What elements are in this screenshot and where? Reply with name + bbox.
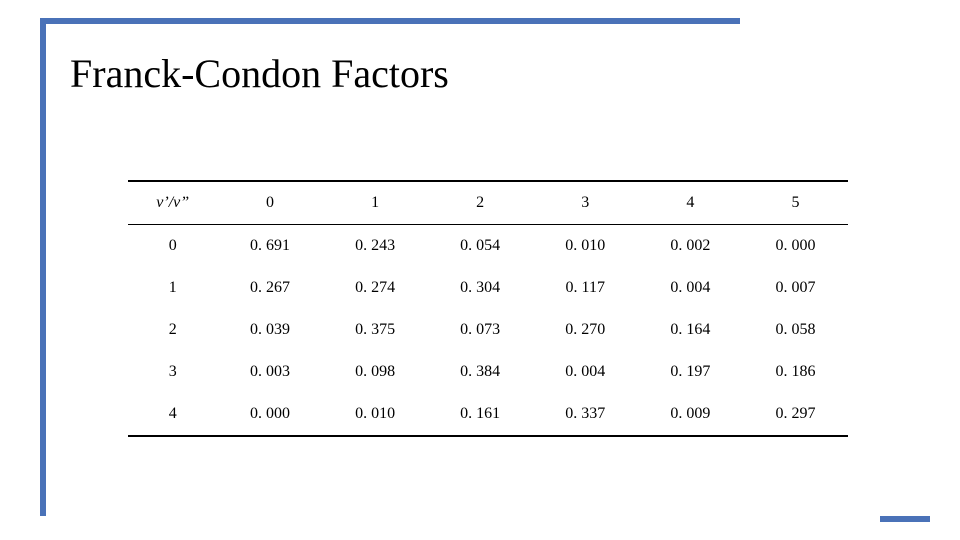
cell: 0. 002 — [638, 225, 743, 268]
cell: 0. 164 — [638, 309, 743, 351]
cell: 0. 186 — [743, 351, 848, 393]
cell: 0. 375 — [323, 309, 428, 351]
cell: 0. 098 — [323, 351, 428, 393]
cell: 0. 161 — [428, 393, 533, 436]
cell: 0. 384 — [428, 351, 533, 393]
row-header: 3 — [128, 351, 217, 393]
cell: 0. 004 — [533, 351, 638, 393]
cell: 0. 000 — [217, 393, 322, 436]
fc-table-container: v’/v” 0 1 2 3 4 5 0 0. 691 0. 243 0. 054… — [128, 180, 848, 437]
col-header: 0 — [217, 181, 322, 225]
cell: 0. 039 — [217, 309, 322, 351]
table-row: 4 0. 000 0. 010 0. 161 0. 337 0. 009 0. … — [128, 393, 848, 436]
slide-frame-bottom-stub — [880, 516, 930, 522]
col-header: 5 — [743, 181, 848, 225]
cell: 0. 197 — [638, 351, 743, 393]
cell: 0. 243 — [323, 225, 428, 268]
cell: 0. 297 — [743, 393, 848, 436]
cell: 0. 009 — [638, 393, 743, 436]
table-row: 1 0. 267 0. 274 0. 304 0. 117 0. 004 0. … — [128, 267, 848, 309]
table-row: 3 0. 003 0. 098 0. 384 0. 004 0. 197 0. … — [128, 351, 848, 393]
cell: 0. 337 — [533, 393, 638, 436]
table-row: 0 0. 691 0. 243 0. 054 0. 010 0. 002 0. … — [128, 225, 848, 268]
col-header: 2 — [428, 181, 533, 225]
row-header: 4 — [128, 393, 217, 436]
row-header: 2 — [128, 309, 217, 351]
row-header: 0 — [128, 225, 217, 268]
fc-table: v’/v” 0 1 2 3 4 5 0 0. 691 0. 243 0. 054… — [128, 180, 848, 437]
cell: 0. 004 — [638, 267, 743, 309]
col-header: 4 — [638, 181, 743, 225]
col-header: 3 — [533, 181, 638, 225]
page-title: Franck-Condon Factors — [70, 50, 449, 97]
table-row: 2 0. 039 0. 375 0. 073 0. 270 0. 164 0. … — [128, 309, 848, 351]
cell: 0. 270 — [533, 309, 638, 351]
cell: 0. 304 — [428, 267, 533, 309]
cell: 0. 010 — [533, 225, 638, 268]
row-header: 1 — [128, 267, 217, 309]
cell: 0. 010 — [323, 393, 428, 436]
cell: 0. 274 — [323, 267, 428, 309]
cell: 0. 073 — [428, 309, 533, 351]
cell: 0. 007 — [743, 267, 848, 309]
cell: 0. 117 — [533, 267, 638, 309]
cell: 0. 267 — [217, 267, 322, 309]
table-corner-label: v’/v” — [128, 181, 217, 225]
col-header: 1 — [323, 181, 428, 225]
table-header-row: v’/v” 0 1 2 3 4 5 — [128, 181, 848, 225]
cell: 0. 000 — [743, 225, 848, 268]
cell: 0. 054 — [428, 225, 533, 268]
cell: 0. 691 — [217, 225, 322, 268]
cell: 0. 003 — [217, 351, 322, 393]
cell: 0. 058 — [743, 309, 848, 351]
